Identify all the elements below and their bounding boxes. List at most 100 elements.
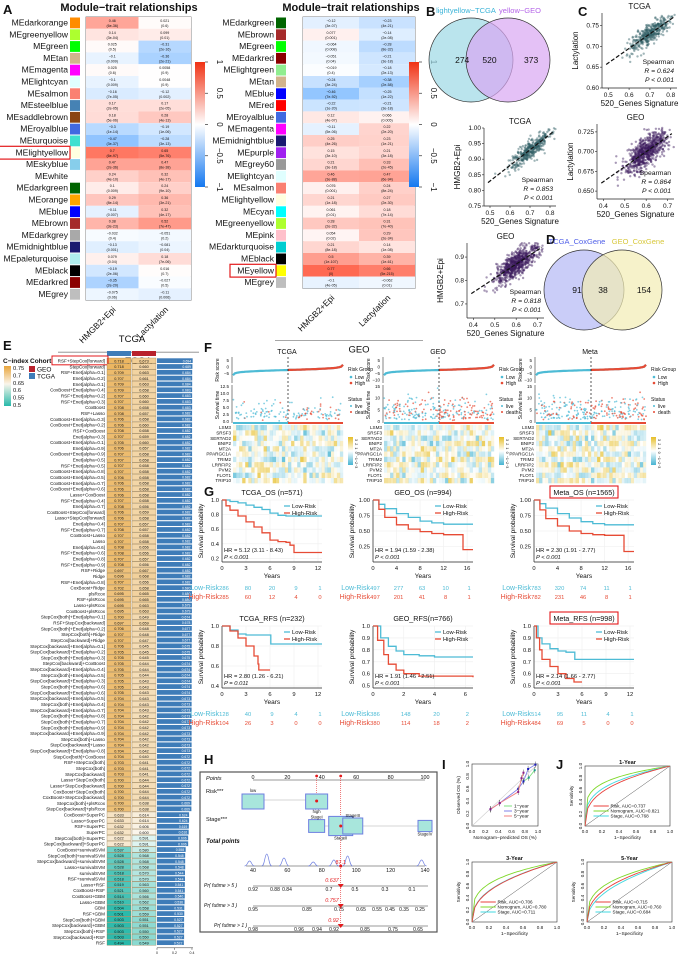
cindex-value-tcga: 0.704 (114, 703, 124, 707)
model-name: StepCox[forward] (70, 364, 106, 369)
live-point (254, 412, 257, 415)
gene-heat-cell (408, 425, 412, 431)
heatmap-cell (138, 205, 191, 218)
cell-value: 0.46 (328, 172, 335, 176)
gene-heat-cell (396, 456, 400, 463)
gene-heat-cell (448, 452, 451, 457)
cell-value: 0.15 (328, 149, 335, 153)
death-point (410, 412, 413, 415)
scatter-point (653, 21, 657, 25)
scatter-point (651, 22, 655, 26)
death-point (594, 406, 597, 408)
scatter-point (640, 29, 643, 33)
death-point (470, 407, 473, 409)
gene-heat-cell (451, 446, 455, 452)
scatter-point (649, 38, 652, 41)
stat-r: R = 0.818 (511, 298, 541, 305)
gene-heat-cell (263, 478, 267, 484)
module-color-swatch (70, 253, 80, 265)
death-point (477, 410, 479, 413)
gene-label: LSM3 (219, 425, 231, 430)
scatter-point (648, 29, 651, 32)
gene-heat-cell (429, 440, 434, 447)
venn-count-intersection: 520 (482, 55, 496, 65)
cindex-value-tcga: 0.704 (114, 732, 124, 736)
x-tick-label: 0.4 (469, 322, 478, 329)
scatter-point (514, 169, 517, 172)
heatmap-cell (138, 229, 191, 242)
scatter-point (665, 141, 668, 145)
death-point (446, 409, 449, 412)
table-row: CoxBoost+Enet[alpha=0.4] 0.709 0.658 0.683 (50, 386, 193, 393)
scatter-point (639, 39, 643, 43)
stat-r: R = 0.864 (641, 179, 671, 186)
risk-score-tick: −5 (527, 371, 533, 376)
scatter-point (643, 29, 646, 33)
live-point (431, 417, 434, 420)
cell-pvalue: (0.2) (161, 236, 168, 240)
gene-heat-cell (285, 457, 288, 462)
death-point (458, 410, 461, 412)
cell-value: 0.21 (328, 243, 335, 247)
gene-heat-cell (330, 435, 335, 441)
heatmap-row: MEroyalblue −0.3(1e-14)−0.19(1e-06) (20, 123, 191, 135)
mean-cindex-label: 0.672 (182, 790, 191, 794)
y-tick-label: 0.675 (578, 168, 595, 175)
cell-pvalue: (1e-20) (325, 107, 337, 111)
gene-heat-cell (396, 446, 400, 452)
live-point (643, 409, 646, 412)
live-point (232, 398, 235, 401)
scatter-point (541, 244, 544, 247)
heatmap-row: MEgreenyellow 0.28(2e-32)0.31(7e-40) (215, 217, 415, 230)
gene-heat-cell (333, 456, 338, 463)
scatter-point (641, 47, 644, 50)
heatmap-cell (303, 64, 359, 76)
gene-heat-cell (454, 440, 458, 447)
gene-heat-cell (414, 440, 418, 447)
scatter-point (532, 154, 535, 157)
live-point (274, 399, 276, 401)
x-tick-label: 0.5 (490, 322, 499, 329)
scatter-point (635, 39, 638, 42)
heat-tick: 2 (505, 443, 509, 445)
scatter-point (632, 40, 635, 44)
table-row: StepCox[backward]+Enet[alpha=0.6] 0.705 0.… (30, 689, 192, 695)
cindex-value-geo: 0.658 (139, 586, 149, 590)
scatter-point (655, 23, 658, 27)
live-point (329, 413, 332, 416)
scatter-point (537, 256, 540, 259)
table-row: RSF+Lasso 0.708 0.657 0.682 (81, 410, 193, 416)
gene-heat-cell (260, 456, 264, 463)
gene-heat-cell (275, 478, 280, 484)
live-point (392, 404, 395, 407)
model-name: CoxBoost+Enet[alpha=0.5] (50, 475, 105, 480)
scatter-point (652, 34, 656, 38)
model-name: StepCox[backward]+Ridge (50, 638, 105, 643)
gene-heat-cell (251, 456, 255, 463)
scatter-point (509, 261, 513, 264)
cindex-value-geo: 0.643 (139, 680, 149, 684)
cindex-value-tcga: 0.707 (114, 499, 124, 503)
scatter-point (533, 159, 536, 162)
scatter-point (664, 23, 667, 26)
mean-cindex-label: 0.683 (182, 406, 191, 410)
cell-value: 0.21 (384, 149, 391, 153)
gene-heat-cell (442, 446, 446, 452)
gene-heat-cell (270, 478, 273, 483)
module-color-swatch (70, 170, 80, 182)
cell-value: −0.3 (109, 125, 116, 129)
x-tick-label: 0.7 (663, 203, 672, 210)
scatter-point (644, 31, 647, 34)
cell-pvalue: (0.01) (382, 284, 391, 288)
live-point (568, 401, 571, 403)
gene-heat-cell (327, 451, 331, 457)
gene-heat-cell (463, 425, 467, 431)
scatter-point (540, 144, 543, 148)
death-point (384, 414, 387, 417)
gene-heat-cell (266, 472, 270, 478)
cindex-value-geo: 0.663 (139, 604, 149, 608)
model-name: CoxBoost+Ridge (70, 586, 105, 591)
scatter-point (516, 269, 519, 272)
gene-heat-cell (324, 435, 328, 441)
model-name: StepCox[both]+GBM (63, 917, 105, 922)
